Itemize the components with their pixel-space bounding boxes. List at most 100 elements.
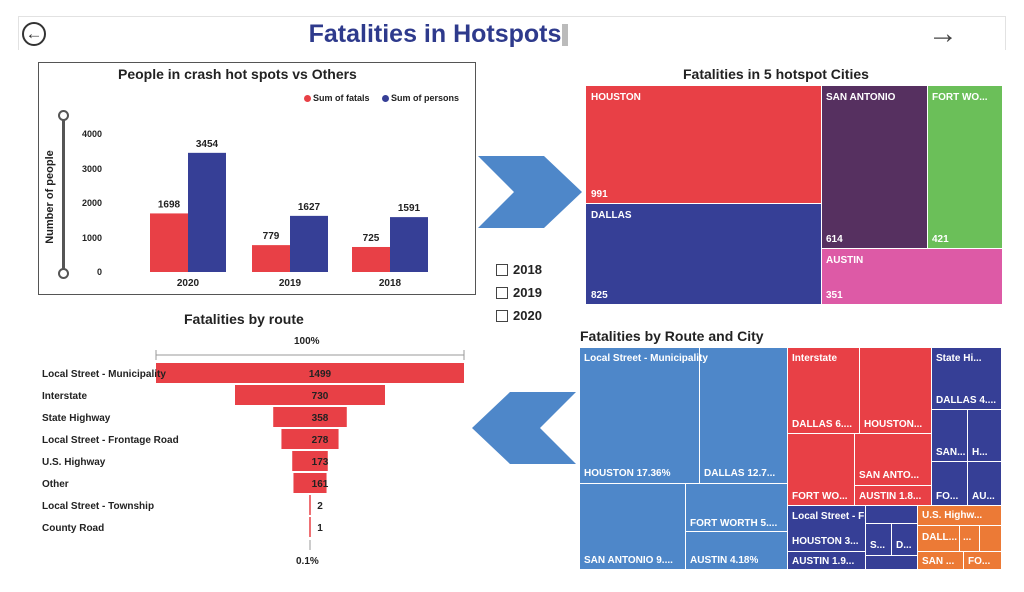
funnel-value-label: 1499 [309, 369, 332, 380]
rc-lsm-fort-worth[interactable]: FORT WORTH 5.... [686, 484, 788, 532]
rc-lsm-san-antonio[interactable]: SAN ANTONIO 9.... [580, 484, 686, 570]
funnel-bar[interactable] [309, 495, 311, 515]
rc-lsm-austin-label: AUSTIN 4.18% [690, 555, 759, 566]
funnel-bar[interactable] [309, 517, 311, 537]
rc-lsf-s-label: S... [870, 540, 886, 551]
rc-us-dallas[interactable]: DALL... [918, 526, 960, 552]
rc-lsf-austin[interactable]: AUSTIN 1.9... [788, 552, 866, 570]
rc-sh-au-label: AU... [972, 491, 995, 502]
rc-sh-h[interactable]: H... [968, 410, 1002, 462]
tile-houston[interactable]: HOUSTON 991 [586, 86, 822, 204]
rc-us-dall-label: DALL... [922, 532, 957, 543]
checkbox-2019-label: 2019 [513, 285, 542, 300]
rc-inter-austin[interactable]: AUSTIN 1.8... [855, 486, 932, 506]
funnel-chart-svg: Local Street - Municipality 1499 Interstat… [42, 350, 465, 550]
bar-2018-persons[interactable] [390, 217, 428, 272]
rc-us-fo[interactable]: FO... [964, 552, 1002, 570]
rc-sh-fo[interactable]: FO... [932, 462, 968, 506]
funnel-bar[interactable] [235, 385, 385, 405]
bar-value-label: 725 [363, 233, 380, 244]
rc-lsm-fw-label: FORT WORTH 5.... [690, 518, 778, 529]
rc-lsf-d[interactable]: D... [892, 524, 918, 556]
funnel-value-label: 1 [317, 523, 323, 534]
rc-sh-au[interactable]: AU... [968, 462, 1002, 506]
rc-us-header-tile[interactable]: U.S. Highw... [918, 506, 1002, 526]
tile-fort-worth-value: 421 [932, 234, 949, 245]
legend-label-persons: Sum of persons [391, 93, 460, 103]
rc-inter-dallas[interactable]: Interstate DALLAS 6.... [788, 348, 860, 434]
rc-inter-dallas-label: DALLAS 6.... [792, 419, 853, 430]
rc-us-other[interactable] [980, 526, 1002, 552]
forward-arrow-icon[interactable]: → [928, 17, 958, 50]
y-tick-2000: 2000 [81, 198, 102, 208]
rc-sh-header: State Hi... [936, 353, 982, 364]
rc-us-san[interactable]: SAN ... [918, 552, 964, 570]
bar-chart-panel [38, 62, 476, 295]
tile-san-antonio-value: 614 [826, 234, 843, 245]
checkbox-2018-label: 2018 [513, 262, 542, 277]
bar-chart-svg: 1698 3454 2020 779 1627 2019 725 1591 2018 [150, 139, 428, 289]
funnel-bottom-percent: 0.1% [296, 556, 319, 567]
funnel-bar[interactable] [273, 407, 347, 427]
x-tick-label: 2019 [279, 278, 302, 289]
cities-treemap-title: Fatalities in 5 hotspot Cities [683, 66, 869, 82]
rc-lsf-other[interactable] [866, 506, 918, 524]
rc-lsf-s[interactable]: S... [866, 524, 892, 556]
rc-us-dots[interactable]: ... [960, 526, 980, 552]
rc-sh-dallas[interactable]: State Hi... DALLAS 4.... [932, 348, 1002, 410]
rc-lsm-houston[interactable]: HOUSTON 17.36% [580, 348, 700, 484]
x-tick-label: 2020 [177, 278, 200, 289]
bar-2020-fatals[interactable] [150, 213, 188, 272]
rc-lsm-sa-label: SAN ANTONIO 9.... [584, 555, 673, 566]
y-tick-3000: 3000 [81, 164, 102, 174]
y-slider-handle-bottom[interactable] [58, 268, 69, 279]
bar-2020-persons[interactable] [188, 152, 226, 272]
bar-2018-fatals[interactable] [352, 246, 390, 272]
funnel-bar[interactable] [156, 363, 464, 383]
funnel-value-label: 278 [312, 435, 329, 446]
rc-inter-houston[interactable]: HOUSTON... [860, 348, 932, 434]
funnel-category-label: State Highway [42, 413, 111, 424]
rc-sh-fo-label: FO... [936, 491, 959, 502]
checkbox-2019[interactable] [496, 287, 508, 299]
tile-dallas[interactable]: DALLAS 825 [586, 204, 822, 305]
tile-san-antonio[interactable]: SAN ANTONIO 614 [822, 86, 928, 249]
rc-lsf-austin-label: AUSTIN 1.9... [792, 556, 855, 567]
bar-2019-fatals[interactable] [252, 245, 290, 272]
tile-houston-label: HOUSTON [591, 92, 641, 103]
funnel-category-label: Local Street - Township [42, 501, 154, 512]
checkbox-2018[interactable] [496, 264, 508, 276]
rc-lsm-austin[interactable]: AUSTIN 4.18% [686, 532, 788, 570]
bar-value-label: 3454 [196, 139, 219, 150]
funnel-bar[interactable] [292, 451, 328, 471]
rc-sh-dallas-label: DALLAS 4.... [936, 395, 997, 406]
bar-value-label: 1627 [298, 202, 321, 213]
funnel-bar[interactable] [281, 429, 339, 449]
funnel-category-label: Local Street - Municipality [42, 369, 166, 380]
funnel-value-label: 173 [312, 457, 329, 468]
legend-dot-fatals [304, 95, 311, 102]
bar-value-label: 1591 [398, 203, 421, 214]
rc-inter-header: Interstate [792, 353, 838, 364]
checkbox-2020[interactable] [496, 310, 508, 322]
rc-sh-san[interactable]: SAN... [932, 410, 968, 462]
rc-us-header: U.S. Highw... [922, 510, 983, 521]
tile-austin[interactable]: AUSTIN 351 [822, 249, 1003, 305]
y-slider-handle-top[interactable] [58, 110, 69, 121]
bar-2019-persons[interactable] [290, 215, 328, 272]
checkbox-2020-label: 2020 [513, 308, 542, 323]
y-slider-track [62, 116, 65, 272]
funnel-value-label: 2 [317, 501, 323, 512]
rc-lsf-houston[interactable]: Local Street - Front... HOUSTON 3... [788, 506, 892, 552]
rc-lsf-other2[interactable] [866, 556, 918, 570]
rc-inter-fort-worth[interactable]: FORT WO... [788, 434, 855, 506]
tile-fort-worth[interactable]: FORT WO... 421 [928, 86, 1003, 249]
rc-lsm-dallas[interactable]: DALLAS 12.7... [700, 348, 788, 484]
back-arrow-icon[interactable]: ← [22, 22, 46, 46]
funnel-bar[interactable] [293, 473, 327, 493]
route-city-title: Fatalities by Route and City [580, 328, 764, 344]
rc-lsm-houston-label: HOUSTON 17.36% [584, 468, 671, 479]
rc-inter-san-antonio[interactable]: SAN ANTO... [855, 434, 932, 486]
rc-inter-sa-label: SAN ANTO... [859, 470, 920, 481]
tile-dallas-value: 825 [591, 290, 608, 301]
